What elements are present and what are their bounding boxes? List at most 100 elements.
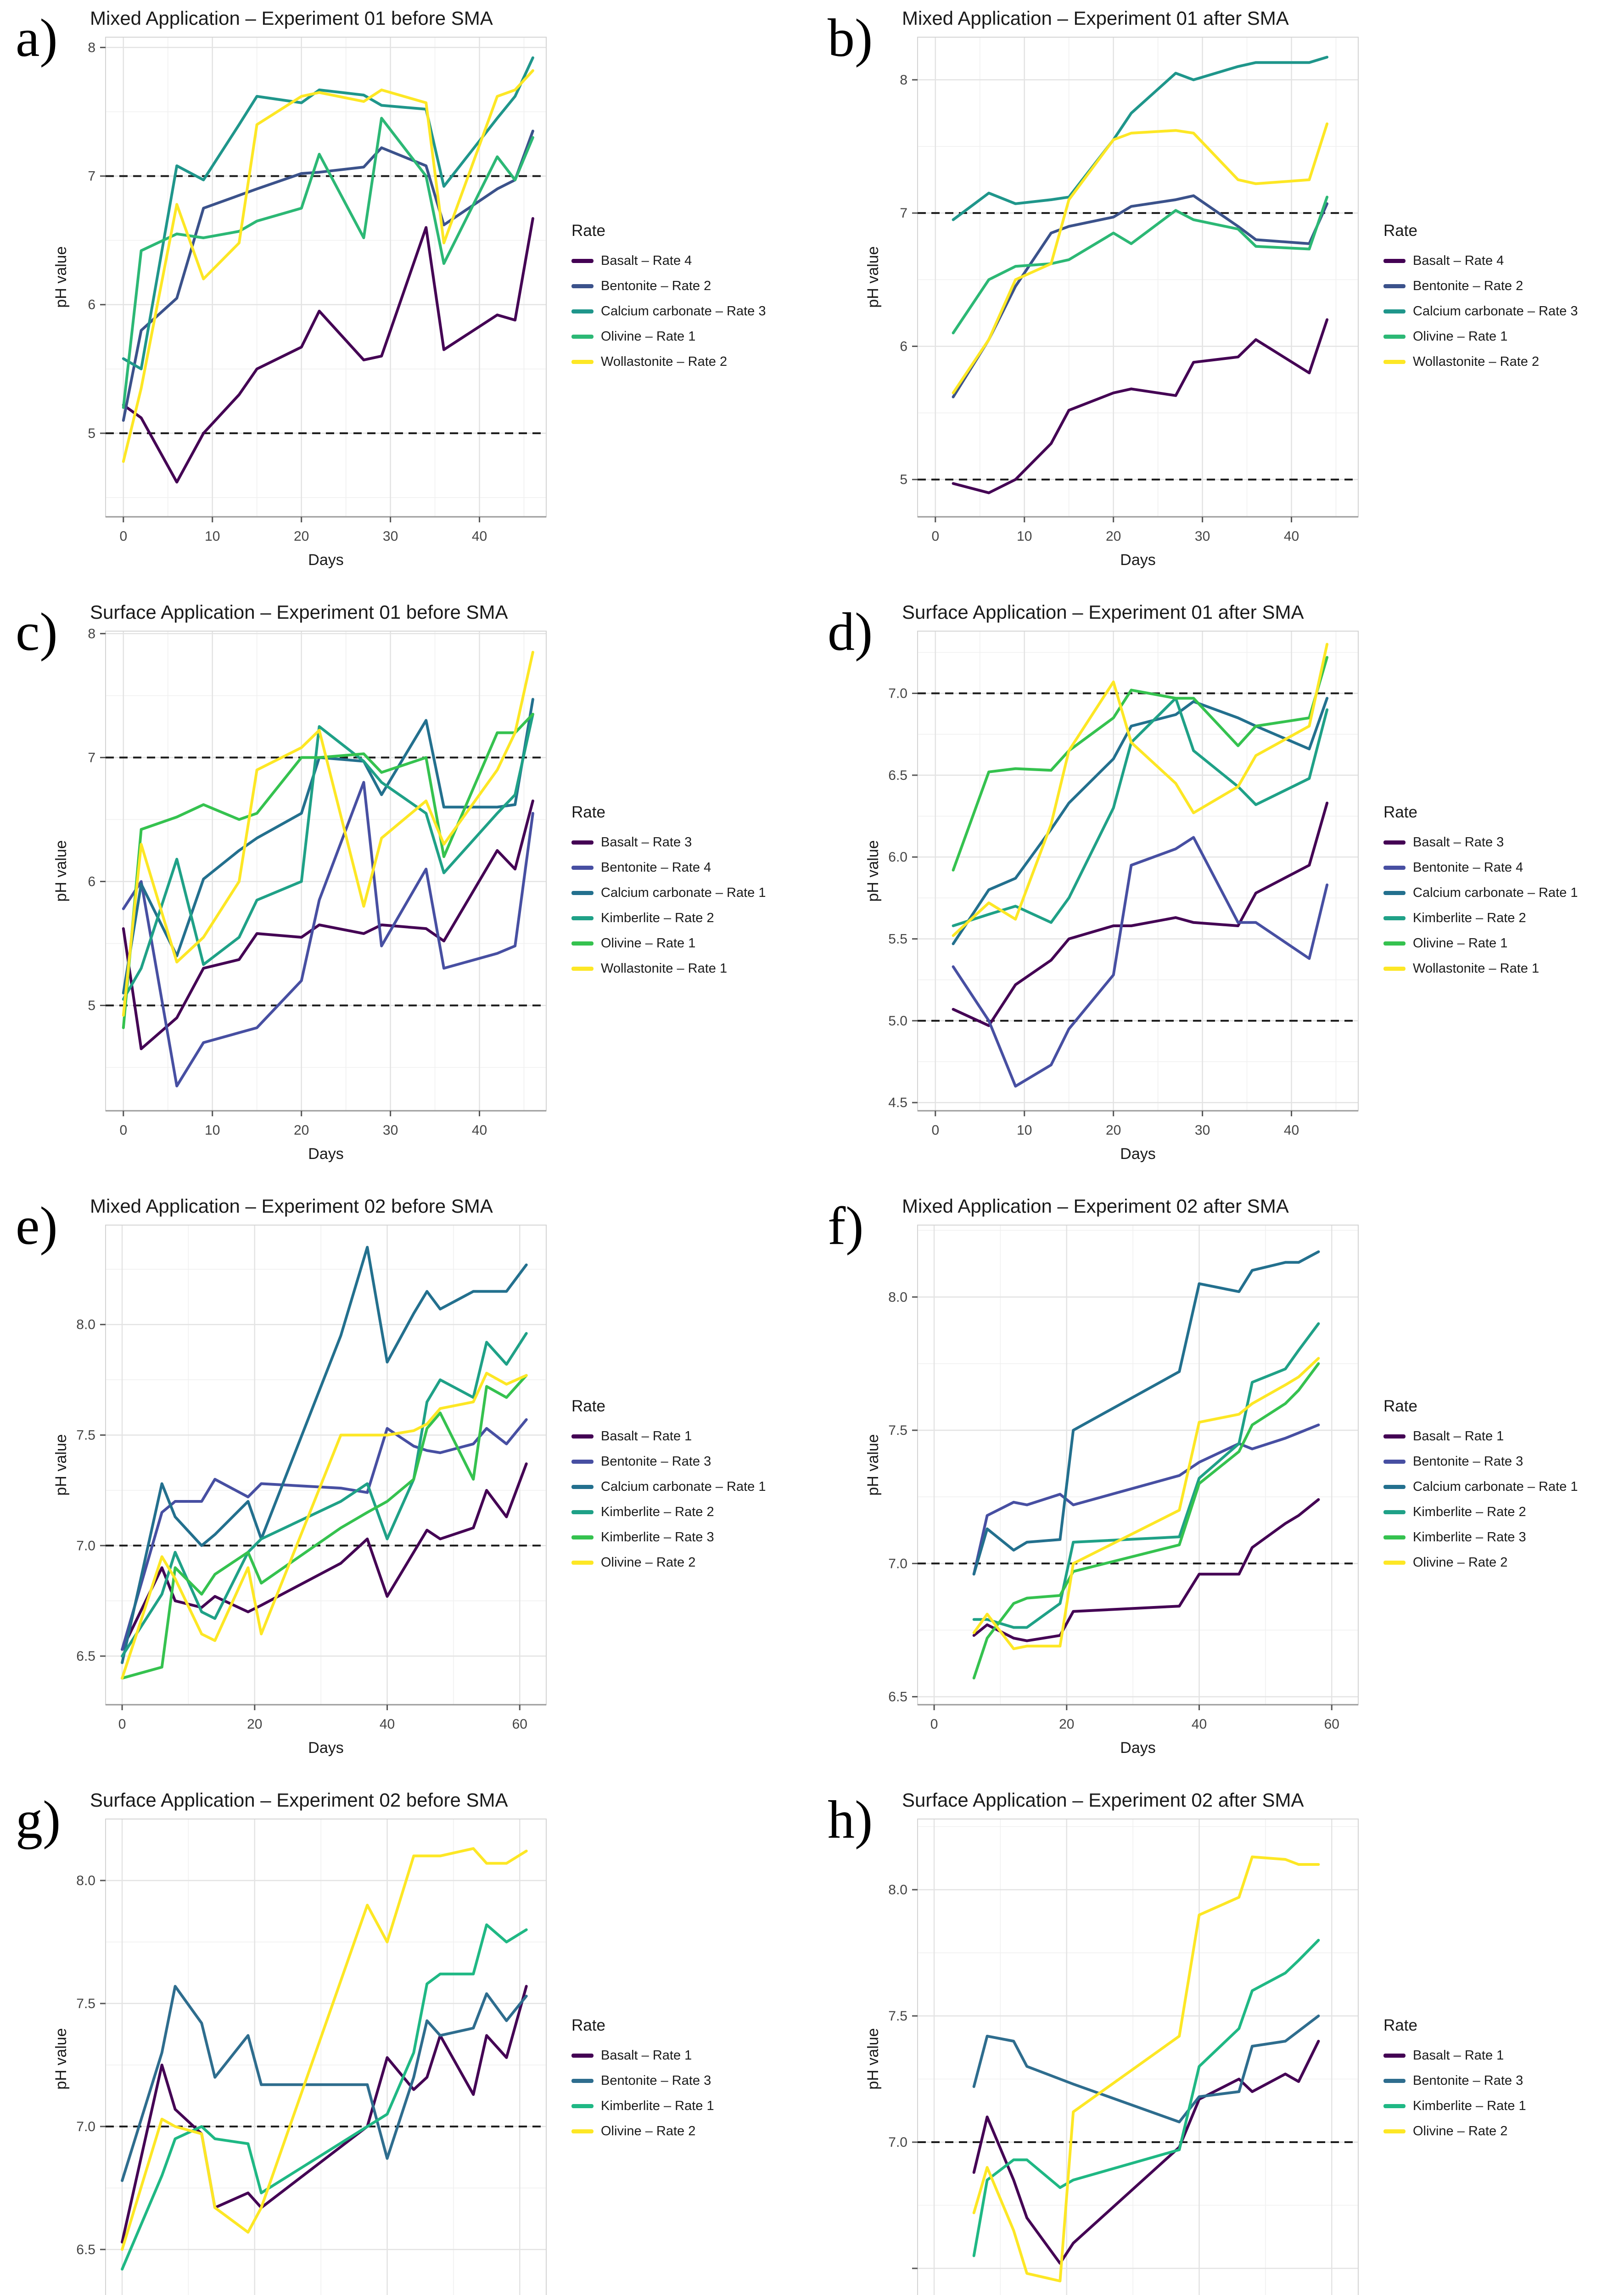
legend-item: Bentonite – Rate 4: [1383, 855, 1622, 880]
legend-swatch-line: [571, 1485, 594, 1489]
x-tick-label: 10: [1017, 529, 1032, 544]
legend-item: Basalt – Rate 1: [1383, 2043, 1622, 2068]
legend-label: Kimberlite – Rate 3: [601, 1530, 714, 1545]
y-tick-label: 7.0: [888, 1556, 907, 1571]
series-line: [972, 1498, 1320, 1642]
legend-label: Bentonite – Rate 3: [1413, 2073, 1523, 2088]
chart-plot: 0 10 20 30 40 5 6 7 8 Days pH value: [55, 37, 547, 569]
legend-item: Kimberlite – Rate 2: [571, 1500, 810, 1525]
legend-swatch-line: [1383, 941, 1406, 946]
y-tick-label: 5: [900, 472, 907, 487]
legend-label: Olivine – Rate 2: [1413, 1555, 1508, 1570]
legend-label: Calcium carbonate – Rate 1: [601, 885, 766, 900]
series-line: [122, 117, 534, 409]
legend-label: Basalt – Rate 1: [1413, 2048, 1504, 2063]
y-tick-label: 5: [88, 998, 95, 1013]
legend-items: Basalt – Rate 4 Bentonite – Rate 2 Calcium…: [571, 248, 810, 375]
legend-label: Basalt – Rate 1: [1413, 1429, 1504, 1444]
y-tick-label: 7.0: [76, 2119, 95, 2134]
legend-items: Basalt – Rate 4 Bentonite – Rate 2 Calcium…: [1383, 248, 1622, 375]
legend-item: Wollastonite – Rate 2: [1383, 349, 1622, 375]
x-axis-title: Days: [308, 1145, 343, 1163]
panel-a: a) Mixed Application – Experiment 01 bef…: [0, 0, 812, 594]
legend-item: Basalt – Rate 3: [1383, 830, 1622, 855]
series-lines: [122, 650, 534, 1087]
series-line: [972, 1939, 1320, 2257]
x-tick-label: 20: [1059, 1717, 1074, 1732]
legend-swatch-line: [571, 1460, 594, 1464]
legend-swatch-line: [571, 259, 594, 263]
grid-major: [918, 1819, 1358, 2295]
legend-label: Bentonite – Rate 3: [601, 2073, 711, 2088]
legend-swatch-line: [571, 2054, 594, 2058]
y-tick-label: 8: [88, 626, 95, 641]
y-tick-label: 5.0: [888, 1013, 907, 1029]
series-line: [121, 1462, 528, 1651]
x-axis-title: Days: [1120, 1145, 1155, 1163]
panel-title: Surface Application – Experiment 01 befo…: [90, 601, 508, 623]
y-axis-title: pH value: [867, 2028, 882, 2089]
legend-swatch-line: [1383, 1561, 1406, 1565]
x-axis-title: Days: [308, 551, 343, 569]
legend-title: Rate: [1383, 2016, 1417, 2034]
y-tick-label: 7.5: [888, 1423, 907, 1438]
legend-swatch-line: [1383, 2129, 1406, 2133]
legend-swatch-line: [1383, 891, 1406, 895]
y-axis-title: pH value: [55, 840, 70, 901]
legend-swatch-line: [571, 891, 594, 895]
legend-label: Olivine – Rate 2: [601, 2124, 696, 2138]
y-tick-label: 6.5: [76, 1649, 95, 1664]
legend-swatch-line: [1383, 866, 1406, 870]
axes: 0 10 20 30 40 5 6 7 8: [88, 40, 546, 544]
series-line: [121, 1923, 528, 2271]
legend-title: Rate: [571, 1397, 605, 1415]
series-line: [122, 56, 534, 370]
y-tick-label: 7.5: [888, 2009, 907, 2024]
legend-item: Wollastonite – Rate 2: [571, 349, 810, 375]
legend-label: Calcium carbonate – Rate 1: [601, 1479, 766, 1494]
x-tick-label: 40: [1284, 1123, 1299, 1138]
legend-swatch-line: [571, 284, 594, 288]
panel-b: b) Mixed Application – Experiment 01 aft…: [812, 0, 1624, 594]
legend-item: Bentonite – Rate 3: [1383, 2068, 1622, 2093]
legend-title: Rate: [1383, 803, 1417, 821]
legend-swatch-line: [1383, 840, 1406, 845]
x-tick-label: 20: [294, 1123, 309, 1138]
x-tick-label: 0: [930, 1717, 938, 1732]
legend-swatch-line: [571, 360, 594, 364]
chart-plot: 0 10 20 30 40 5 6 7 8 Days pH value: [55, 626, 547, 1163]
series-lines: [952, 643, 1329, 1088]
legend-swatch-line: [1383, 1485, 1406, 1489]
legend-swatch-line: [1383, 1510, 1406, 1514]
legend-item: Calcium carbonate – Rate 3: [1383, 299, 1622, 324]
y-tick-label: 6: [88, 874, 95, 889]
y-tick-label: 6: [900, 339, 907, 354]
x-tick-label: 40: [472, 1123, 487, 1138]
x-tick-label: 40: [472, 529, 487, 544]
legend-item: Bentonite – Rate 4: [571, 855, 810, 880]
panel-title: Surface Application – Experiment 02 afte…: [902, 1789, 1304, 1811]
series-line: [972, 1362, 1320, 1679]
legend-swatch-line: [1383, 916, 1406, 920]
legend-label: Calcium carbonate – Rate 1: [1413, 1479, 1578, 1494]
legend-swatch-line: [571, 916, 594, 920]
panel-e: e) Mixed Application – Experiment 02 bef…: [0, 1188, 812, 1782]
legend-items: Basalt – Rate 1 Bentonite – Rate 3 Calcium…: [1383, 1424, 1622, 1575]
legend-item: Basalt – Rate 4: [1383, 248, 1622, 274]
legend-label: Calcium carbonate – Rate 1: [1413, 885, 1578, 900]
series-line: [122, 712, 534, 1001]
legend-label: Bentonite – Rate 3: [601, 1454, 711, 1469]
legend-label: Basalt – Rate 4: [601, 253, 692, 268]
legend-label: Wollastonite – Rate 1: [601, 961, 728, 976]
legend-item: Bentonite – Rate 2: [1383, 274, 1622, 299]
x-tick-label: 30: [1195, 529, 1210, 544]
legend-items: Basalt – Rate 3 Bentonite – Rate 4 Calcium…: [571, 830, 810, 981]
panel-title: Surface Application – Experiment 02 befo…: [90, 1789, 508, 1811]
legend-item: Kimberlite – Rate 1: [571, 2093, 810, 2119]
x-tick-label: 30: [1195, 1123, 1210, 1138]
legend-title: Rate: [571, 2016, 605, 2034]
legend-items: Basalt – Rate 1 Bentonite – Rate 3 Calcium…: [571, 1424, 810, 1575]
legend-label: Bentonite – Rate 4: [601, 860, 711, 875]
